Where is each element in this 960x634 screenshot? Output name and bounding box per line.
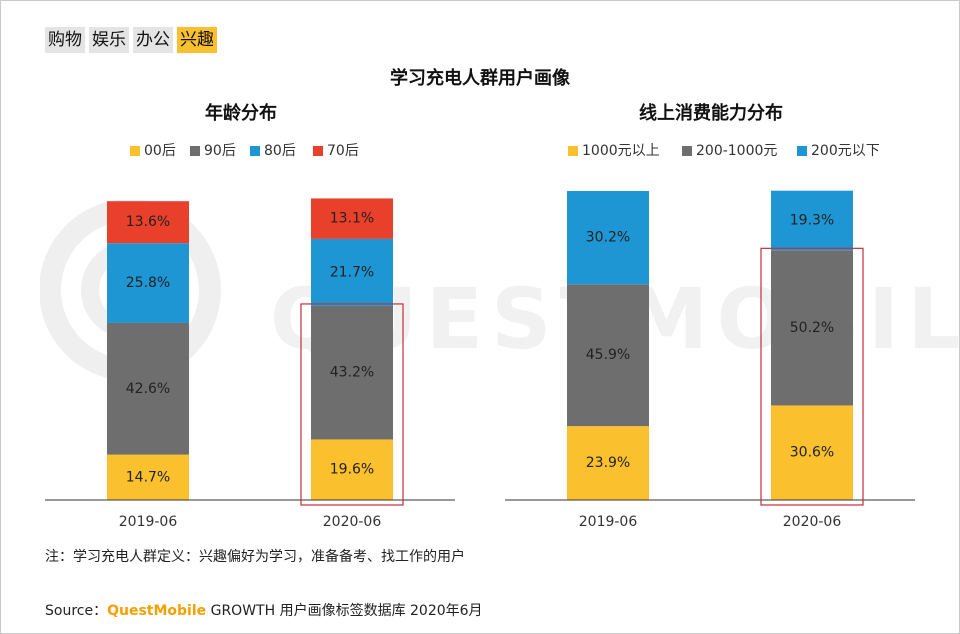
chart1-bar-2020-06-2 xyxy=(311,238,393,306)
chart2-data-label-2019-06-0: 23.9% xyxy=(586,455,630,471)
chart1-data-label-2020-06-3: 13.1% xyxy=(330,211,374,227)
tab-shopping[interactable]: 购物 xyxy=(45,27,85,53)
chart2-legend-label-2: 200元以下 xyxy=(811,143,880,159)
chart1-legend-label-3: 70后 xyxy=(327,143,359,159)
chart2-legend-label-0: 1000元以上 xyxy=(582,143,660,159)
chart1-highlight-box xyxy=(300,303,404,506)
chart1-legend-label-0: 00后 xyxy=(144,143,176,159)
chart2-legend-swatch-1 xyxy=(682,146,692,156)
chart1-bar-2019-06-0 xyxy=(107,454,189,500)
source-suffix: GROWTH 用户画像标签数据库 2020年6月 xyxy=(206,603,483,619)
chart1-bar-2019-06-2 xyxy=(107,243,189,323)
chart1-bar-2019-06-3 xyxy=(107,201,189,244)
chart2-bar-2020-06-1 xyxy=(771,250,853,406)
chart1-legend-swatch-1 xyxy=(190,146,200,156)
chart1-data-label-2019-06-3: 13.6% xyxy=(126,214,170,230)
chart1-data-label-2019-06-2: 25.8% xyxy=(126,275,170,291)
chart2-highlight-box xyxy=(760,247,864,506)
chart2-bar-2020-06-2 xyxy=(771,190,853,251)
chart2-bar-2020-06-0 xyxy=(771,405,853,500)
chart1-legend-swatch-2 xyxy=(250,146,260,156)
tab-interest[interactable]: 兴趣 xyxy=(177,27,217,53)
source-prefix: Source： xyxy=(45,603,108,619)
tab-office[interactable]: 办公 xyxy=(133,27,173,53)
chart2-title: 线上消费能力分布 xyxy=(639,102,783,124)
chart1-title: 年龄分布 xyxy=(205,102,277,124)
chart1-legend-swatch-0 xyxy=(130,146,140,156)
source-brand: QuestMobile xyxy=(107,603,207,619)
chart1-x-tick-1: 2020-06 xyxy=(323,514,382,530)
source-line: Source：QuestMobile GROWTH 用户画像标签数据库 2020… xyxy=(45,600,483,620)
chart2-x-tick-0: 2019-06 xyxy=(579,514,638,530)
chart2-bar-2019-06-1 xyxy=(567,284,649,427)
chart2-data-label-2020-06-2: 19.3% xyxy=(790,213,834,229)
footnote: 注：学习充电人群定义：兴趣偏好为学习，准备备考、找工作的用户 xyxy=(45,549,465,565)
category-tabs: 购物 娱乐 办公 兴趣 xyxy=(45,27,217,53)
chart1-data-label-2020-06-0: 19.6% xyxy=(330,462,374,478)
chart2-legend-swatch-2 xyxy=(797,146,807,156)
chart2-data-label-2020-06-0: 30.6% xyxy=(790,445,834,461)
chart1-legend-swatch-3 xyxy=(313,146,323,156)
chart1-bar-2019-06-1 xyxy=(107,322,189,455)
chart1-legend-label-2: 80后 xyxy=(264,143,296,159)
chart1-data-label-2020-06-1: 43.2% xyxy=(330,365,374,381)
chart1-data-label-2020-06-2: 21.7% xyxy=(330,264,374,280)
chart2-legend-swatch-0 xyxy=(568,146,578,156)
chart2-data-label-2019-06-1: 45.9% xyxy=(586,347,630,363)
tab-entertainment[interactable]: 娱乐 xyxy=(89,27,129,53)
chart2-bar-2019-06-0 xyxy=(567,426,649,500)
chart1-legend-label-1: 90后 xyxy=(204,143,236,159)
chart1-data-label-2019-06-0: 14.7% xyxy=(126,469,170,485)
chart1-x-tick-0: 2019-06 xyxy=(119,514,178,530)
chart2-data-label-2019-06-2: 30.2% xyxy=(586,230,630,246)
chart1-bar-2020-06-0 xyxy=(311,439,393,500)
main-title: 学习充电人群用户画像 xyxy=(390,68,570,89)
chart2-legend-label-1: 200-1000元 xyxy=(696,143,777,159)
chart2-data-label-2020-06-1: 50.2% xyxy=(790,320,834,336)
chart1-data-label-2019-06-1: 42.6% xyxy=(126,381,170,397)
chart2-bar-2019-06-2 xyxy=(567,191,649,285)
chart1-bar-2020-06-3 xyxy=(311,198,393,239)
chart2-x-tick-1: 2020-06 xyxy=(783,514,842,530)
chart1-bar-2020-06-1 xyxy=(311,305,393,440)
